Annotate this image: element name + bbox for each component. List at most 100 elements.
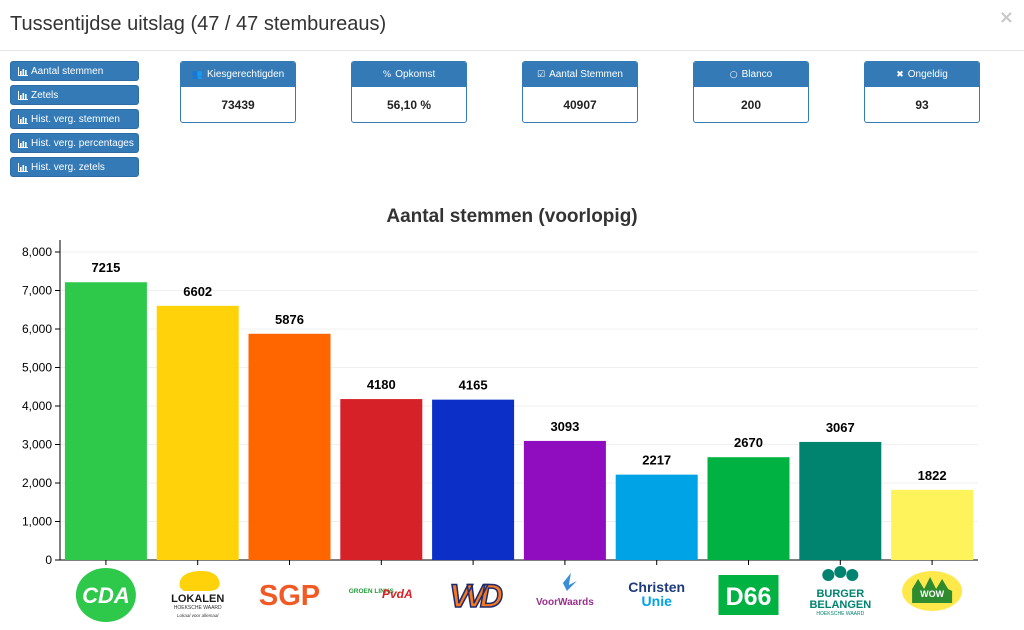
sgp-logo: SGP xyxy=(259,580,320,612)
view-button-3[interactable]: Hist. verg. percentages xyxy=(10,133,139,153)
y-tick-label: 6,000 xyxy=(22,322,52,336)
stat-kiesgerechtigden: 👥 Kiesgerechtigden 73439 xyxy=(180,61,296,123)
svg-text:Unie: Unie xyxy=(642,593,673,609)
data-label-4: 4165 xyxy=(459,378,488,393)
data-label-5: 3093 xyxy=(550,419,579,434)
view-button-label: Hist. verg. percentages xyxy=(31,137,134,149)
svg-text:LOKALEN: LOKALEN xyxy=(171,593,224,605)
stat-label: Ongeldig xyxy=(907,69,948,80)
bar-chart-icon xyxy=(18,162,28,172)
stat-value: 73439 xyxy=(221,98,255,112)
view-button-1[interactable]: Zetels xyxy=(10,85,139,105)
bar-chart-icon xyxy=(18,114,28,124)
y-tick-label: 5,000 xyxy=(22,361,52,375)
y-tick-label: 0 xyxy=(45,553,52,567)
bar-8 xyxy=(799,441,882,560)
y-tick-label: 4,000 xyxy=(22,399,52,413)
check-square-icon: ☑ xyxy=(536,69,546,80)
bar-chart-icon xyxy=(18,138,28,148)
y-tick-label: 3,000 xyxy=(22,438,52,452)
svg-text:D66: D66 xyxy=(726,583,772,611)
stat-header: ○ Blanco xyxy=(694,62,808,87)
data-label-7: 2670 xyxy=(734,435,763,450)
stat-label: Kiesgerechtigden xyxy=(206,69,285,80)
svg-text:Lokaal voor allemaal: Lokaal voor allemaal xyxy=(177,613,219,618)
svg-text:HOEKSCHE WAARD: HOEKSCHE WAARD xyxy=(174,605,222,611)
users-icon: 👥 xyxy=(191,69,203,80)
bar-7 xyxy=(707,457,790,560)
y-tick-label: 1,000 xyxy=(22,515,52,529)
stat-value: 93 xyxy=(915,98,929,112)
percent-icon: % xyxy=(382,69,392,80)
data-label-3: 4180 xyxy=(367,377,396,392)
view-button-label: Hist. verg. zetels xyxy=(31,161,105,173)
view-button-2[interactable]: Hist. verg. stemmen xyxy=(10,109,139,129)
svg-text:VoorWaards: VoorWaards xyxy=(536,597,594,608)
chart-title: Aantal stemmen (voorlopig) xyxy=(386,206,637,227)
circle-icon: ○ xyxy=(729,69,738,80)
svg-text:VVD: VVD xyxy=(449,578,503,614)
svg-text:WOW: WOW xyxy=(920,589,944,599)
svg-text:Christen: Christen xyxy=(628,579,685,595)
voorwaards-logo: VoorWaards xyxy=(536,573,594,608)
svg-text:PvdA: PvdA xyxy=(382,587,413,601)
view-button-label: Aantal stemmen xyxy=(31,65,104,77)
data-label-9: 1822 xyxy=(918,468,947,483)
bar-2 xyxy=(248,333,331,560)
stat-aantal-stemmen: ☑ Aantal Stemmen 40907 xyxy=(522,61,638,123)
data-label-8: 3067 xyxy=(826,420,855,435)
stat-header: % Opkomst xyxy=(352,62,466,87)
bar-0 xyxy=(64,282,147,560)
wow-logo: WOW xyxy=(902,571,963,611)
y-tick-label: 8,000 xyxy=(22,245,52,259)
bar-3 xyxy=(340,399,423,560)
svg-text:GROEN LINKS: GROEN LINKS xyxy=(349,588,395,595)
svg-text:BURGER: BURGER xyxy=(816,588,864,600)
bar-chart: Aantal stemmen (voorlopig) 0 1,000 2,000 3,0… xyxy=(22,206,978,622)
modal-header: Tussentijdse uitslag (47 / 47 stembureau… xyxy=(0,0,1024,51)
stat-header: ☑ Aantal Stemmen xyxy=(523,62,637,87)
view-button-label: Hist. verg. stemmen xyxy=(31,113,120,125)
bar-6 xyxy=(615,474,698,560)
cda-logo: CDA xyxy=(75,568,136,622)
view-button-4[interactable]: Hist. verg. zetels xyxy=(10,157,139,177)
svg-text:BELANGEN: BELANGEN xyxy=(809,599,871,611)
bar-5 xyxy=(523,440,606,560)
times-icon: ✖ xyxy=(896,69,904,80)
data-label-0: 7215 xyxy=(91,260,120,275)
bar-chart-icon xyxy=(18,66,28,76)
stat-label: Blanco xyxy=(741,69,773,80)
bar-9 xyxy=(891,489,974,560)
modal-title: Tussentijdse uitslag (47 / 47 stembureau… xyxy=(10,13,387,35)
stat-ongeldig: ✖ Ongeldig 93 xyxy=(864,61,980,123)
stat-label: Opkomst xyxy=(395,69,436,80)
vvd-logo: VVD xyxy=(448,577,509,615)
d66-logo: D66 xyxy=(718,575,779,615)
stat-value: 40907 xyxy=(563,98,597,112)
y-tick-label: 2,000 xyxy=(22,476,52,490)
data-label-6: 2217 xyxy=(642,453,671,468)
bar-1 xyxy=(156,305,239,560)
stat-value: 56,10 % xyxy=(386,98,432,112)
svg-text:SGP: SGP xyxy=(259,580,320,612)
close-icon[interactable]: × xyxy=(998,7,1014,28)
data-label-1: 6602 xyxy=(183,284,212,299)
stat-blanco: ○ Blanco 200 xyxy=(693,61,809,123)
stat-opkomst: % Opkomst 56,10 % xyxy=(351,61,467,123)
y-tick-label: 7,000 xyxy=(22,284,52,298)
stat-value: 200 xyxy=(740,98,762,112)
chart-view-buttons: Aantal stemmen Zetels Hist. verg. stemmen H… xyxy=(10,61,139,181)
stat-header: 👥 Kiesgerechtigden xyxy=(181,62,295,87)
stat-header: ✖ Ongeldig xyxy=(865,62,979,87)
view-button-label: Zetels xyxy=(31,89,59,101)
bar-chart-icon xyxy=(18,90,28,100)
bar-4 xyxy=(432,399,515,560)
data-label-2: 5876 xyxy=(275,312,304,327)
svg-text:CDA: CDA xyxy=(82,583,130,608)
view-button-0[interactable]: Aantal stemmen xyxy=(10,61,139,81)
stat-label: Aantal Stemmen xyxy=(549,69,623,80)
